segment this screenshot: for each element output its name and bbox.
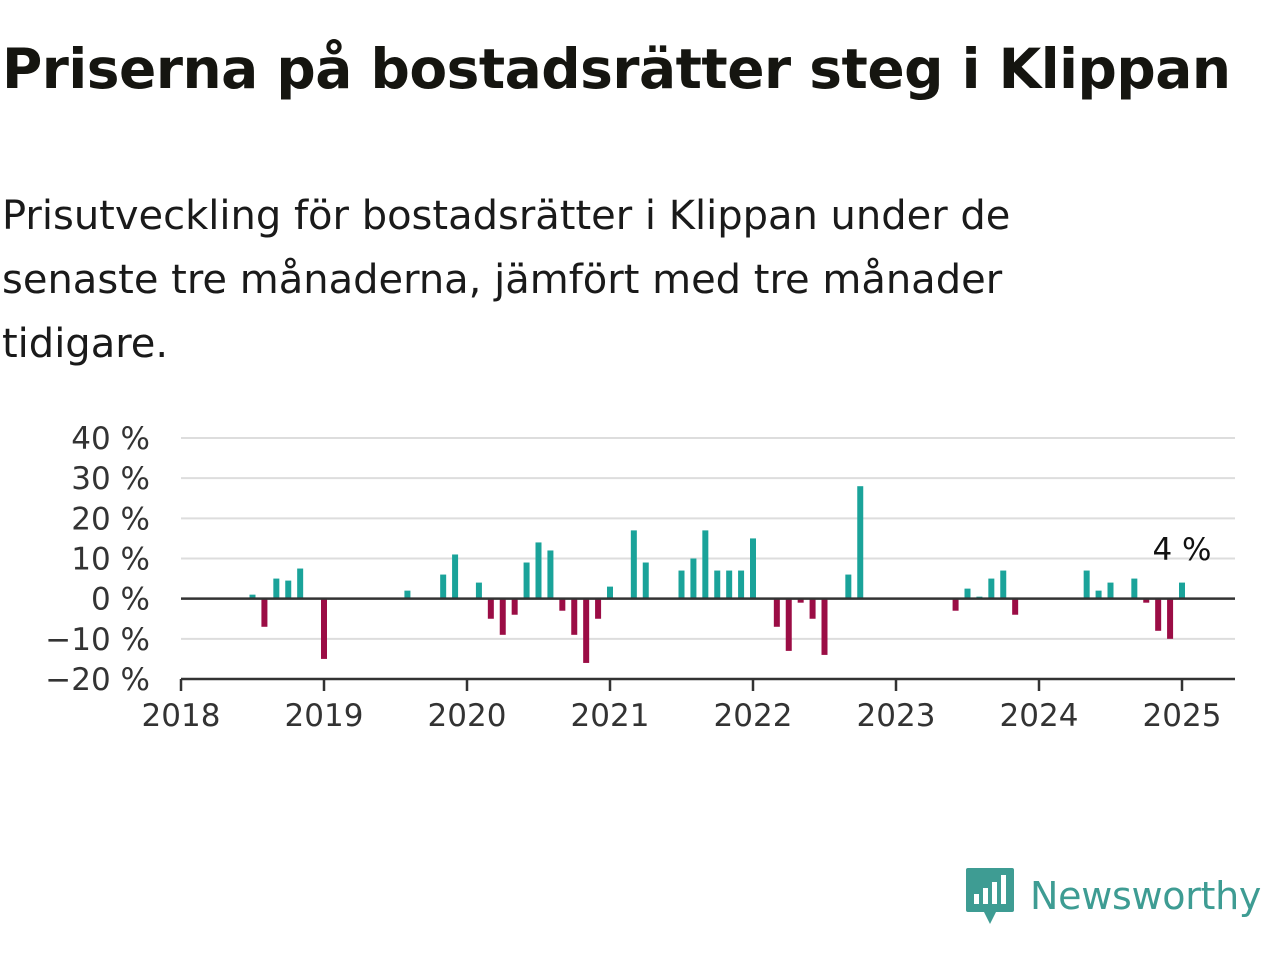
bar (499, 598, 506, 635)
bar (678, 570, 685, 599)
bar (261, 598, 268, 627)
bar (607, 586, 613, 599)
bar (452, 554, 459, 599)
bar (797, 598, 804, 603)
bar (475, 582, 482, 599)
bar (1167, 598, 1174, 639)
x-tick-label: 2025 (1143, 698, 1222, 734)
brand-name: Newsworthy (1030, 874, 1262, 918)
bar (1000, 570, 1007, 599)
x-tick-label: 2018 (142, 698, 221, 734)
bar (738, 570, 745, 599)
x-axis-tick-labels: 2018 2019 2020 2021 2022 2023 2024 2025 (142, 698, 1222, 734)
bar (1179, 582, 1185, 599)
x-tick-label: 2022 (714, 698, 793, 734)
bar (785, 598, 792, 651)
bar (535, 542, 542, 599)
bar (1012, 598, 1019, 615)
bar (1143, 598, 1150, 603)
bar (297, 568, 304, 599)
bar (642, 562, 649, 599)
y-tick-label: 40 % (71, 421, 150, 457)
x-tick-label: 2024 (1000, 698, 1079, 734)
x-tick-label: 2023 (857, 698, 936, 734)
bars (249, 486, 1185, 663)
y-axis-tick-labels: 40 % 30 % 20 % 10 % 0 % −10 % −20 % (45, 421, 150, 698)
bar (285, 580, 292, 599)
x-tick-label: 2019 (285, 698, 364, 734)
bar (630, 530, 637, 599)
bar (1107, 582, 1114, 599)
bar (988, 578, 995, 599)
bar (726, 570, 733, 599)
y-tick-label: −20 % (45, 662, 150, 698)
bar (571, 598, 578, 635)
y-tick-label: −10 % (45, 622, 150, 658)
bar-chart-logo-icon (966, 868, 1014, 924)
bar (845, 574, 852, 599)
bar (690, 558, 697, 599)
bar (249, 594, 256, 599)
y-tick-label: 30 % (71, 461, 150, 497)
bar (1155, 598, 1162, 631)
bar (702, 530, 709, 599)
bar (559, 598, 566, 611)
chart-subtitle: Prisutveckling för bostadsrätter i Klipp… (2, 193, 1011, 367)
newsworthy-logo: Newsworthy (964, 864, 1261, 928)
bar (523, 562, 530, 599)
bar (750, 538, 756, 599)
bar (809, 598, 816, 619)
bar (273, 578, 280, 599)
bar (595, 598, 602, 619)
bar (773, 598, 780, 627)
bar (404, 590, 411, 599)
bar (964, 588, 971, 599)
bar (583, 598, 590, 663)
axes (179, 597, 1235, 691)
bar (952, 598, 959, 611)
bar (487, 598, 494, 619)
bar (321, 598, 327, 659)
bar (511, 598, 518, 615)
bar (440, 574, 447, 599)
x-tick-label: 2020 (428, 698, 507, 734)
chart-title: Priserna på bostadsrätter steg i Klippan (2, 37, 1231, 101)
y-tick-label: 10 % (71, 542, 150, 578)
bar (1131, 578, 1138, 599)
bar (547, 550, 554, 599)
annotations: 4 % (1152, 532, 1211, 568)
bar (1083, 570, 1090, 599)
bar (857, 486, 864, 599)
bar (821, 598, 828, 655)
bar (714, 570, 721, 599)
x-tick-label: 2021 (571, 698, 650, 734)
bar (1095, 590, 1102, 599)
bar-chart: 40 %30 %20 %10 %0 %−10 %−20 % 2018 2019 20… (45, 421, 1235, 734)
y-tick-label: 0 % (91, 582, 150, 618)
y-tick-label: 20 % (71, 501, 150, 537)
last-value-label: 4 % (1152, 532, 1211, 568)
